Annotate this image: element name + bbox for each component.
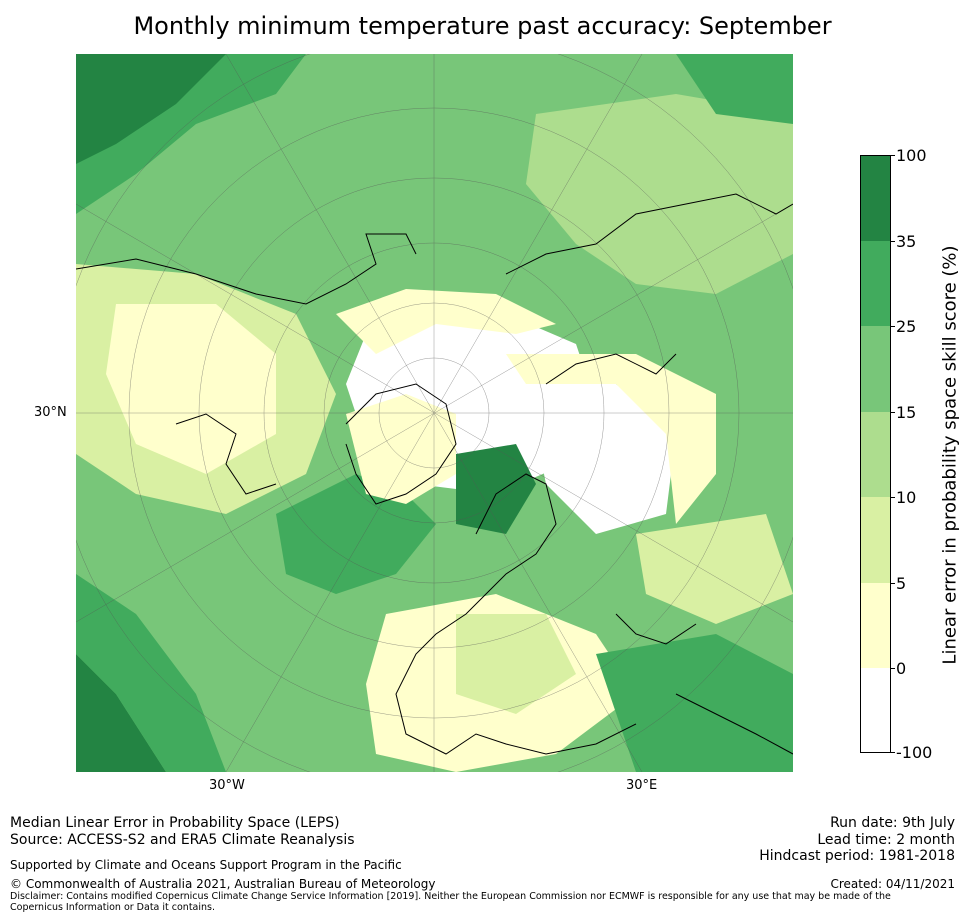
- pacific-southwest-mid: [76, 574, 226, 772]
- support-text: Supported by Climate and Oceans Support …: [10, 858, 402, 872]
- colorbar-tick: [890, 668, 895, 669]
- disclaimer-text: Disclaimer: Contains modified Copernicus…: [10, 891, 891, 913]
- coast-russia-north: [545, 353, 677, 385]
- colorbar-tick-label: 15: [896, 403, 917, 422]
- pacific-southwest-dark: [76, 654, 166, 772]
- colorbar-tick: [890, 155, 895, 156]
- colorbar-tick: [890, 326, 895, 327]
- colorbar-segment-35: [860, 241, 891, 326]
- coast-siberia: [505, 193, 793, 275]
- colorbar-segment-10: [860, 497, 891, 583]
- coast-europe: [395, 473, 637, 755]
- run-date-text: Run date: 9th July: [830, 815, 955, 831]
- arctic-yellow-ring: [336, 289, 556, 354]
- coast-india: [675, 693, 793, 755]
- colorbar-tick-label: -100: [896, 743, 933, 762]
- colorbar: [860, 155, 891, 753]
- skill-score-map: [76, 54, 793, 772]
- source-text: Source: ACCESS-S2 and ERA5 Climate Reana…: [10, 832, 355, 848]
- siberia-yellow: [506, 354, 716, 524]
- colorbar-tick-label: 35: [896, 232, 917, 251]
- siberia-white: [526, 384, 676, 534]
- colorbar-segment-15: [860, 412, 891, 497]
- colorbar-tick-label: 5: [896, 574, 907, 593]
- coast-north-america: [76, 233, 417, 305]
- map-title: Monthly minimum temperature past accurac…: [133, 12, 832, 40]
- hindcast-text: Hindcast period: 1981-2018: [759, 848, 955, 864]
- norwegian-sea-dark: [456, 444, 536, 534]
- europe-pale-green: [456, 614, 576, 714]
- colorbar-label: Linear error in probability space skill …: [939, 245, 961, 665]
- colorbar-tick-label: 25: [896, 317, 917, 336]
- central-asia-pale: [636, 514, 793, 624]
- greenland-shape: [346, 394, 456, 504]
- colorbar-tick-label: 100: [896, 146, 927, 165]
- lon-label-30e: 30°E: [626, 778, 658, 793]
- method-text: Median Linear Error in Probability Space…: [10, 815, 340, 831]
- colorbar-segment-5: [860, 583, 891, 668]
- north-pacific-dark: [76, 54, 226, 164]
- colorbar-tick: [890, 583, 895, 584]
- lat-label-30n: 30°N: [34, 405, 67, 420]
- colorbar-tick: [890, 412, 895, 413]
- created-text: Created: 04/11/2021: [830, 877, 955, 891]
- asia-pale-region: [526, 94, 793, 294]
- asia-north-green: [676, 54, 793, 124]
- lon-label-30w: 30°W: [209, 778, 245, 793]
- north-atlantic-dark: [276, 474, 436, 594]
- colorbar-tick: [890, 497, 895, 498]
- colorbar-tick: [890, 241, 895, 242]
- coast-caspian: [615, 613, 697, 645]
- north-america-yellow: [106, 304, 276, 474]
- coast-hudson: [175, 413, 277, 495]
- lead-time-text: Lead time: 2 month: [817, 832, 955, 848]
- colorbar-segment-25: [860, 326, 891, 412]
- copyright-text: © Commonwealth of Australia 2021, Austra…: [10, 877, 436, 891]
- coast-greenland: [345, 383, 457, 505]
- colorbar-tick-label: 0: [896, 659, 907, 678]
- colorbar-tick-label: 10: [896, 488, 917, 507]
- colorbar-segment-100: [860, 155, 891, 242]
- colorbar-segment-0: [860, 668, 891, 753]
- colorbar-tick: [890, 752, 895, 753]
